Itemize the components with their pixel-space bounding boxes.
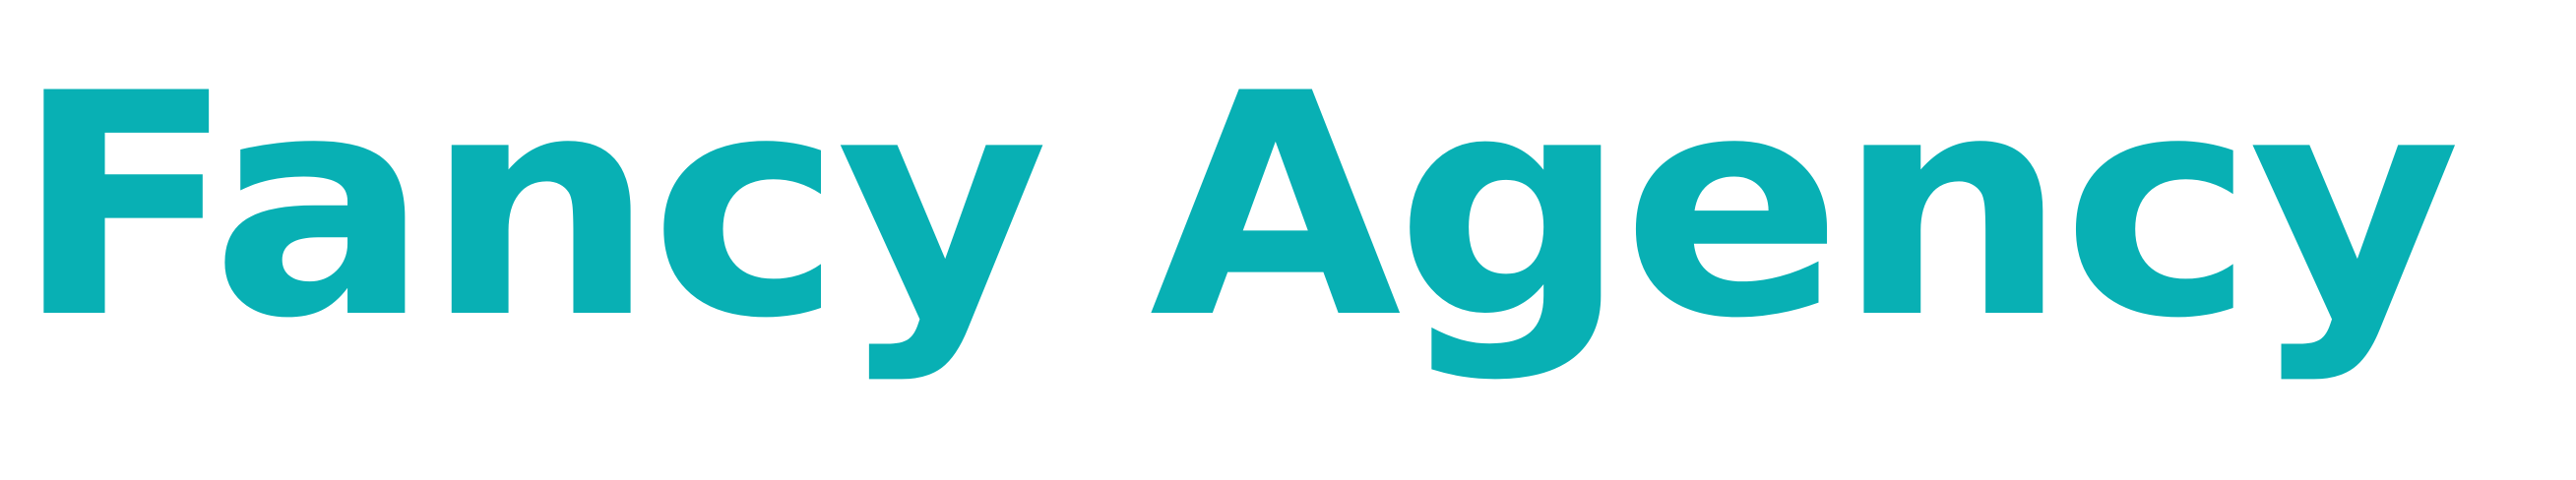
wordmark-logo: Fancy Agency: [14, 28, 2461, 386]
